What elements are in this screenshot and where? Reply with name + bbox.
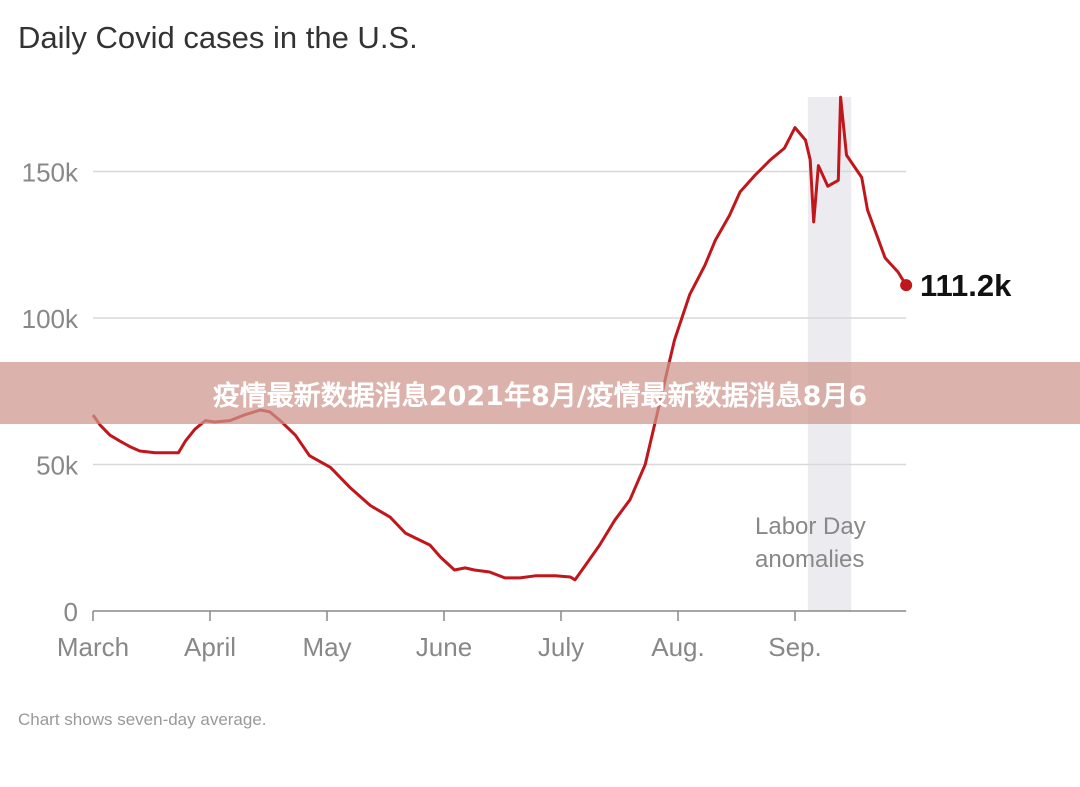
y-tick-label: 100k — [22, 304, 79, 334]
end-value-label: 111.2k — [920, 268, 1012, 303]
chart-footnote: Chart shows seven-day average. — [18, 710, 267, 729]
overlay-banner: 疫情最新数据消息2021年8月/疫情最新数据消息8月6 — [0, 362, 1080, 424]
x-tick-label: May — [302, 632, 351, 662]
banner-text: 疫情最新数据消息2021年8月/疫情最新数据消息8月6 — [212, 380, 868, 412]
x-tick-label: Sep. — [768, 632, 822, 662]
x-tick-label: March — [57, 632, 129, 662]
y-tick-label: 0 — [64, 597, 78, 627]
x-tick-label: July — [538, 632, 584, 662]
band-label: Labor Day — [755, 513, 866, 540]
series-line — [91, 95, 908, 582]
chart-title: Daily Covid cases in the U.S. — [18, 20, 418, 55]
labor-day-band — [807, 97, 852, 611]
x-tick-label: April — [184, 632, 236, 662]
x-tick-label: Aug. — [651, 632, 705, 662]
band-label: anomalies — [755, 546, 864, 573]
y-tick-label: 150k — [22, 158, 79, 188]
y-tick-label: 50k — [36, 451, 79, 481]
end-point — [900, 279, 913, 292]
x-tick-label: June — [416, 632, 472, 662]
